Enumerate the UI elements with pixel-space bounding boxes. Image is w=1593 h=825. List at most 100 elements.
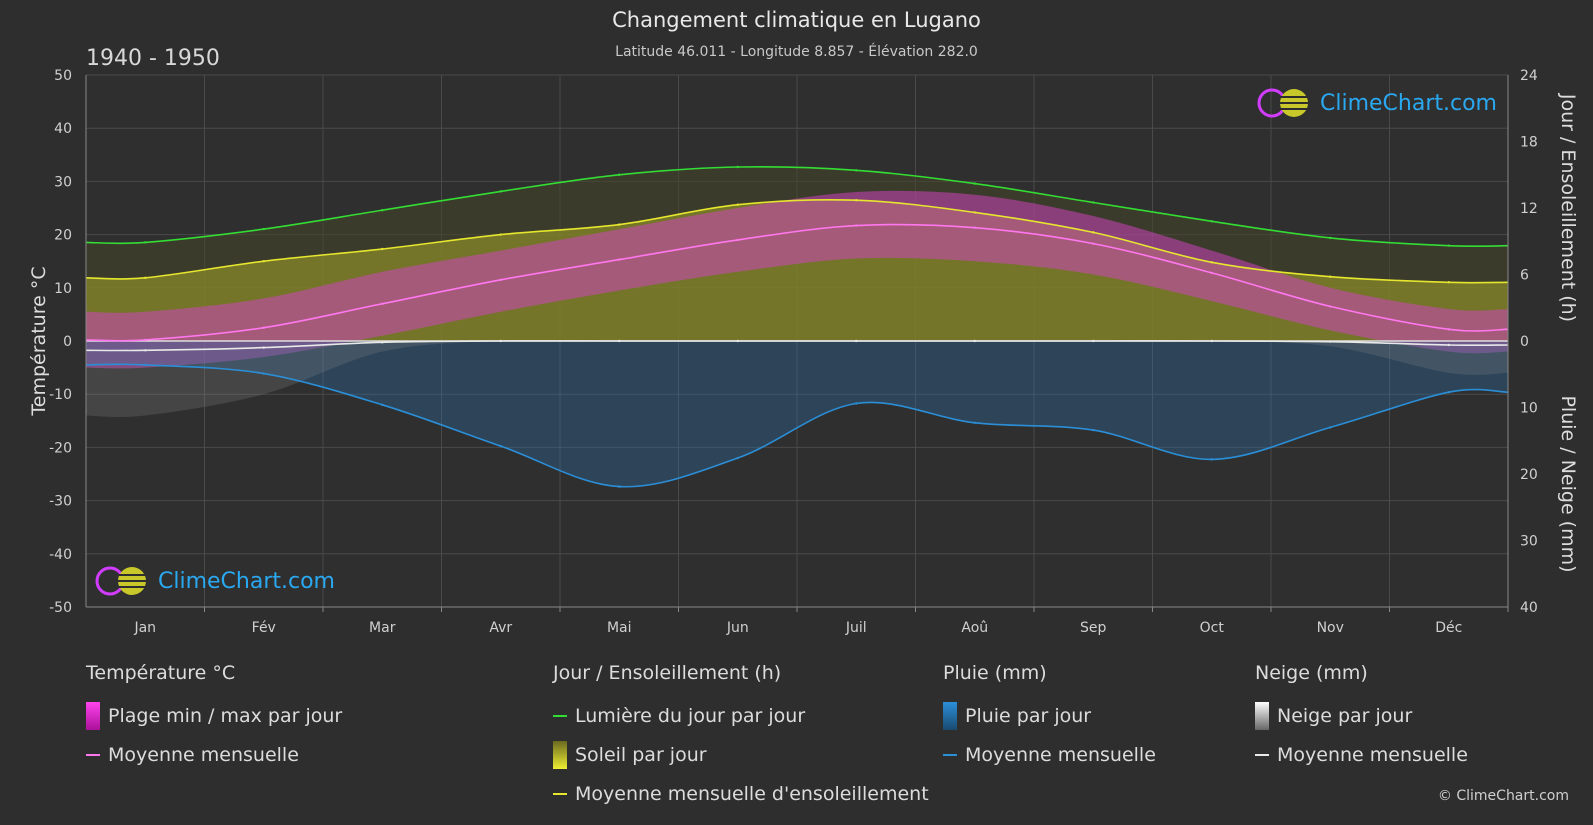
data-point bbox=[1210, 458, 1213, 461]
y-axis-title-right-hours: Jour / Ensoleillement (h) bbox=[1557, 93, 1579, 322]
data-point bbox=[381, 302, 384, 305]
data-point bbox=[1329, 275, 1332, 278]
rain-mean-swatch bbox=[943, 753, 957, 756]
sunshine-swatch bbox=[553, 740, 567, 769]
data-point bbox=[855, 169, 858, 172]
y-tick-label-left: 40 bbox=[54, 121, 72, 137]
data-point bbox=[973, 421, 976, 424]
data-point bbox=[144, 241, 147, 244]
y-tick-label-left: -50 bbox=[49, 600, 72, 616]
y-tick-label-right-mm: 40 bbox=[1520, 600, 1538, 616]
rain-mean-line bbox=[85, 363, 1509, 488]
snow-area bbox=[86, 340, 1508, 418]
x-tick-label: Mar bbox=[369, 620, 396, 636]
y-tick-label-right-hours: 18 bbox=[1520, 135, 1538, 151]
data-point bbox=[1329, 305, 1332, 308]
legend-temperature: Température °C Plage min / max par jour … bbox=[86, 662, 342, 774]
data-point bbox=[973, 339, 976, 343]
data-point bbox=[1329, 340, 1332, 343]
legend-snow-mean: Moyenne mensuelle bbox=[1255, 735, 1468, 774]
y-tick-label-left: -40 bbox=[49, 547, 72, 563]
y-tick-label-right-hours: 0 bbox=[1520, 334, 1529, 350]
period-label: 1940 - 1950 bbox=[86, 46, 220, 71]
data-point bbox=[499, 233, 502, 236]
data-point bbox=[262, 326, 265, 329]
legend-snow-daily-label: Neige par jour bbox=[1277, 704, 1413, 727]
x-tick-label: Juil bbox=[845, 620, 867, 636]
legend-sun-mean: Moyenne mensuelle d'ensoleillement bbox=[553, 774, 929, 813]
logo-text: ClimeChart.com bbox=[1320, 90, 1497, 116]
y-tick-label-right-mm: 20 bbox=[1520, 467, 1538, 483]
y-tick-label-left: 30 bbox=[54, 174, 72, 190]
data-point bbox=[1447, 391, 1450, 394]
y-tick-label-right-hours: 12 bbox=[1520, 201, 1538, 217]
data-point bbox=[973, 226, 976, 229]
data-point bbox=[1210, 261, 1213, 264]
x-tick-label: Oct bbox=[1200, 620, 1225, 636]
legend-rain-daily-label: Pluie par jour bbox=[965, 704, 1092, 727]
data-point bbox=[1092, 242, 1095, 245]
data-point bbox=[144, 363, 147, 367]
data-point bbox=[1447, 244, 1450, 247]
chart-title: Changement climatique en Lugano bbox=[612, 8, 981, 32]
logo-text: ClimeChart.com bbox=[158, 568, 335, 594]
data-point bbox=[1447, 328, 1450, 331]
data-point bbox=[1092, 339, 1095, 343]
data-point bbox=[1329, 236, 1332, 240]
data-point bbox=[736, 238, 739, 242]
y-tick-label-left: 20 bbox=[54, 228, 72, 244]
legend-daylight-label: Lumière du jour par jour bbox=[575, 704, 806, 727]
y-tick-label-right-hours: 24 bbox=[1520, 68, 1538, 84]
y-tick-label-left: -20 bbox=[49, 440, 72, 456]
legend-rain-title: Pluie (mm) bbox=[943, 662, 1047, 684]
data-point bbox=[736, 165, 739, 169]
y-axis-title-left: Température °C bbox=[28, 266, 50, 416]
data-point bbox=[499, 278, 502, 282]
legend-sun-title: Jour / Ensoleillement (h) bbox=[553, 662, 782, 684]
daylight-swatch bbox=[553, 714, 567, 717]
chart-subtitle: Latitude 46.011 - Longitude 8.857 - Élév… bbox=[615, 44, 978, 60]
x-tick-label: Déc bbox=[1435, 620, 1462, 636]
legend-temp-range-label: Plage min / max par jour bbox=[108, 704, 343, 727]
legend-sunshine-label: Soleil par jour bbox=[575, 743, 707, 766]
data-point bbox=[262, 346, 265, 349]
data-point bbox=[736, 456, 739, 460]
data-point bbox=[736, 339, 739, 343]
legend-temp-range: Plage min / max par jour bbox=[86, 696, 342, 735]
legend-temperature-title: Température °C bbox=[86, 662, 236, 684]
data-point bbox=[381, 247, 384, 251]
data-point bbox=[855, 402, 858, 405]
copyright: © ClimeChart.com bbox=[1437, 788, 1569, 804]
data-point bbox=[262, 372, 265, 375]
x-tick-label: Sep bbox=[1080, 620, 1107, 636]
sunshine-mean-line bbox=[85, 198, 1509, 284]
snow-mean-line bbox=[85, 340, 1509, 352]
legend-rain-mean-label: Moyenne mensuelle bbox=[965, 743, 1156, 766]
data-point bbox=[1092, 231, 1095, 234]
x-tick-label: Jan bbox=[133, 620, 156, 636]
y-tick-label-left: 50 bbox=[54, 68, 72, 84]
data-point bbox=[499, 339, 502, 343]
data-point bbox=[855, 224, 858, 227]
legend-sunshine: Soleil par jour bbox=[553, 735, 929, 774]
data-point bbox=[262, 260, 265, 263]
logo-top[interactable]: ClimeChart.com bbox=[1256, 86, 1497, 120]
data-point bbox=[499, 190, 502, 193]
snow-mean-swatch bbox=[1255, 753, 1269, 756]
data-point bbox=[973, 182, 976, 185]
data-point bbox=[618, 485, 621, 488]
data-point bbox=[381, 209, 384, 212]
data-point bbox=[618, 173, 621, 176]
data-point bbox=[144, 349, 147, 352]
legend-snow: Neige (mm) Neige par jour Moyenne mensue… bbox=[1255, 662, 1468, 774]
legend-sun-mean-label: Moyenne mensuelle d'ensoleillement bbox=[575, 782, 929, 805]
y-tick-label-left: 10 bbox=[54, 281, 72, 297]
data-point bbox=[1092, 201, 1095, 204]
data-point bbox=[1210, 271, 1213, 275]
legend-temp-mean: Moyenne mensuelle bbox=[86, 735, 342, 774]
x-tick-label: Nov bbox=[1317, 620, 1344, 636]
logo-bottom[interactable]: ClimeChart.com bbox=[94, 564, 335, 598]
snow-swatch bbox=[1255, 701, 1269, 730]
data-point bbox=[381, 341, 384, 344]
